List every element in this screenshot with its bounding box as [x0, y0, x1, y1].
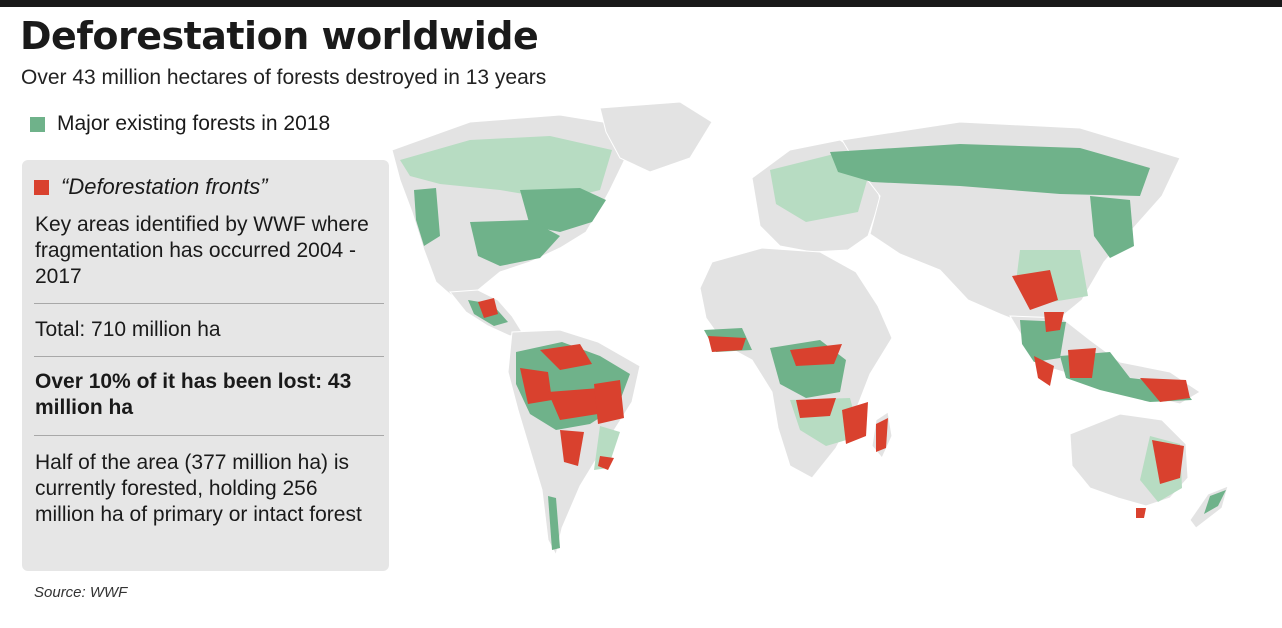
front-cerrado — [594, 380, 624, 424]
forest-east-asia — [1090, 196, 1134, 258]
land-greenland — [599, 101, 713, 173]
forest-siberia — [830, 144, 1150, 196]
forest-chile — [548, 496, 560, 550]
panel-divider-2 — [34, 356, 384, 357]
front-congo-south — [796, 398, 836, 418]
panel-lost: Over 10% of it has been lost: 43 million… — [35, 370, 352, 419]
panel-half: Half of the area (377 million ha) is cur… — [35, 451, 362, 526]
world-map — [391, 101, 1229, 557]
front-east-africa — [842, 402, 868, 444]
front-amazon-west — [520, 368, 552, 404]
forest-boreal-north-america — [400, 136, 612, 200]
front-amazon-south — [548, 388, 600, 420]
front-cambodia — [1044, 312, 1064, 332]
panel-divider-1 — [34, 303, 384, 304]
forest-pacific-northwest — [414, 188, 440, 246]
deforestation-fronts — [478, 270, 1190, 518]
legend-fronts: “Deforestation fronts” — [34, 174, 268, 200]
front-madagascar — [876, 418, 888, 452]
panel-description: Key areas identified by WWF where fragme… — [35, 213, 369, 288]
top-rule — [0, 0, 1282, 7]
page-subtitle: Over 43 million hectares of forests dest… — [21, 66, 547, 89]
front-new-guinea — [1140, 378, 1190, 402]
legend-forest: Major existing forests in 2018 — [30, 112, 330, 136]
front-mexico — [478, 298, 498, 318]
panel-divider-3 — [34, 435, 384, 436]
front-congo-north — [790, 344, 842, 366]
front-australia-east — [1152, 440, 1184, 484]
front-mekong — [1012, 270, 1058, 310]
fronts-swatch — [34, 179, 49, 195]
forest-canada-east — [520, 188, 606, 232]
info-panel: “Deforestation fronts” Key areas identif… — [22, 160, 389, 571]
page-title: Deforestation worldwide — [20, 14, 539, 58]
front-chaco — [560, 430, 584, 466]
front-amazon-north — [540, 344, 592, 370]
front-tasmania — [1136, 508, 1146, 518]
panel-total: Total: 710 million ha — [35, 318, 221, 341]
legend-forest-label: Major existing forests in 2018 — [57, 112, 331, 135]
legend-fronts-label: “Deforestation fronts” — [61, 174, 268, 199]
forest-new-zealand — [1204, 490, 1226, 514]
front-sumatra — [1034, 356, 1054, 386]
forest-usa-east — [470, 220, 560, 266]
front-paraguay — [598, 456, 614, 470]
front-west-africa — [708, 336, 746, 352]
forest-swatch — [30, 116, 45, 132]
front-borneo — [1068, 348, 1096, 378]
source-note: Source: WWF — [34, 584, 128, 601]
